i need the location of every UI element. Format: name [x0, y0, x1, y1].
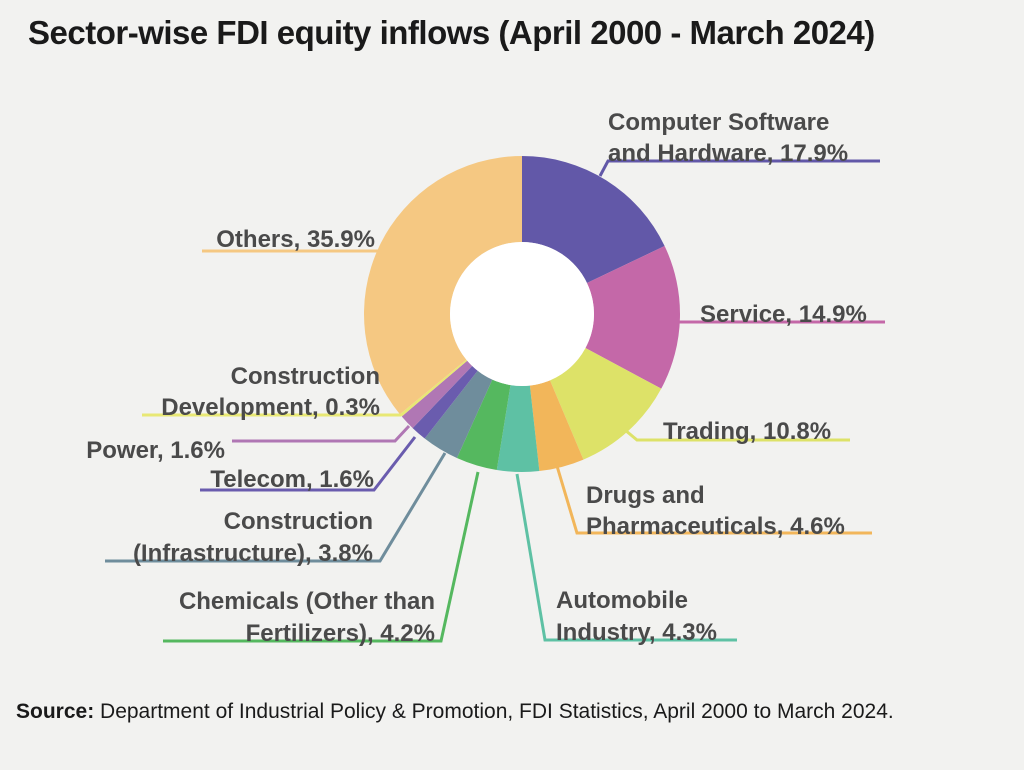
- donut-hole: [450, 242, 594, 386]
- slice-label-construction-development: Construction Development, 0.3%: [161, 363, 380, 421]
- slice-label-drugs-and-pharmaceuticals: Drugs and Pharmaceuticals, 4.6%: [586, 482, 845, 540]
- slice-chemicals-other-than-fertilizers: [456, 379, 511, 470]
- slice-automobile-industry: [496, 385, 540, 472]
- leader-line-construction-infrastructure: [105, 452, 447, 563]
- leader-line-chemicals-other-than-fertilizers: [163, 471, 480, 643]
- source-note: Source: Department of Industrial Policy …: [16, 700, 894, 724]
- slice-construction-development: [399, 359, 468, 417]
- slice-others: [364, 156, 522, 415]
- slice-power: [401, 360, 473, 429]
- slice-construction-infrastructure: [424, 370, 493, 458]
- leader-line-drugs-and-pharmaceuticals: [555, 465, 872, 535]
- slice-label-service: Service, 14.9%: [700, 301, 867, 328]
- chart-title: Sector-wise FDI equity inflows (April 20…: [28, 14, 875, 51]
- slice-labels: Computer Software and Hardware, 17.9% Serv…: [86, 109, 867, 647]
- slice-trading: [549, 348, 662, 460]
- leader-line-trading: [624, 428, 850, 442]
- slice-label-construction-infrastructure: Construction (Infrastructure), 3.8%: [133, 508, 373, 567]
- slice-label-trading: Trading, 10.8%: [663, 418, 831, 445]
- source-text: Department of Industrial Policy & Promot…: [94, 700, 894, 723]
- leader-lines: [105, 159, 885, 643]
- leader-line-automobile-industry: [515, 473, 737, 642]
- leader-line-computer-software-and-hardware: [598, 159, 880, 177]
- slice-label-computer-software-and-hardware: Computer Software and Hardware, 17.9%: [608, 109, 848, 167]
- slice-drugs-and-pharmaceuticals: [529, 380, 584, 472]
- donut-chart: Computer Software and Hardware, 17.9% Serv…: [86, 109, 885, 647]
- slice-label-automobile-industry: Automobile Industry, 4.3%: [556, 587, 717, 646]
- slice-service: [585, 245, 681, 389]
- slice-label-power: Power, 1.6%: [86, 437, 225, 464]
- slice-label-others: Others, 35.9%: [216, 226, 375, 253]
- source-label: Source:: [16, 700, 95, 723]
- slice-label-telecom: Telecom, 1.6%: [210, 466, 374, 493]
- leader-line-telecom: [200, 436, 417, 492]
- slice-label-chemicals-other-than-fertilizers: Chemicals (Other than Fertilizers), 4.2%: [179, 588, 435, 647]
- leader-line-power: [232, 424, 411, 443]
- slice-computer-software-and-hardware: [522, 156, 665, 284]
- donut-slices: [364, 156, 681, 472]
- slice-telecom: [412, 365, 478, 439]
